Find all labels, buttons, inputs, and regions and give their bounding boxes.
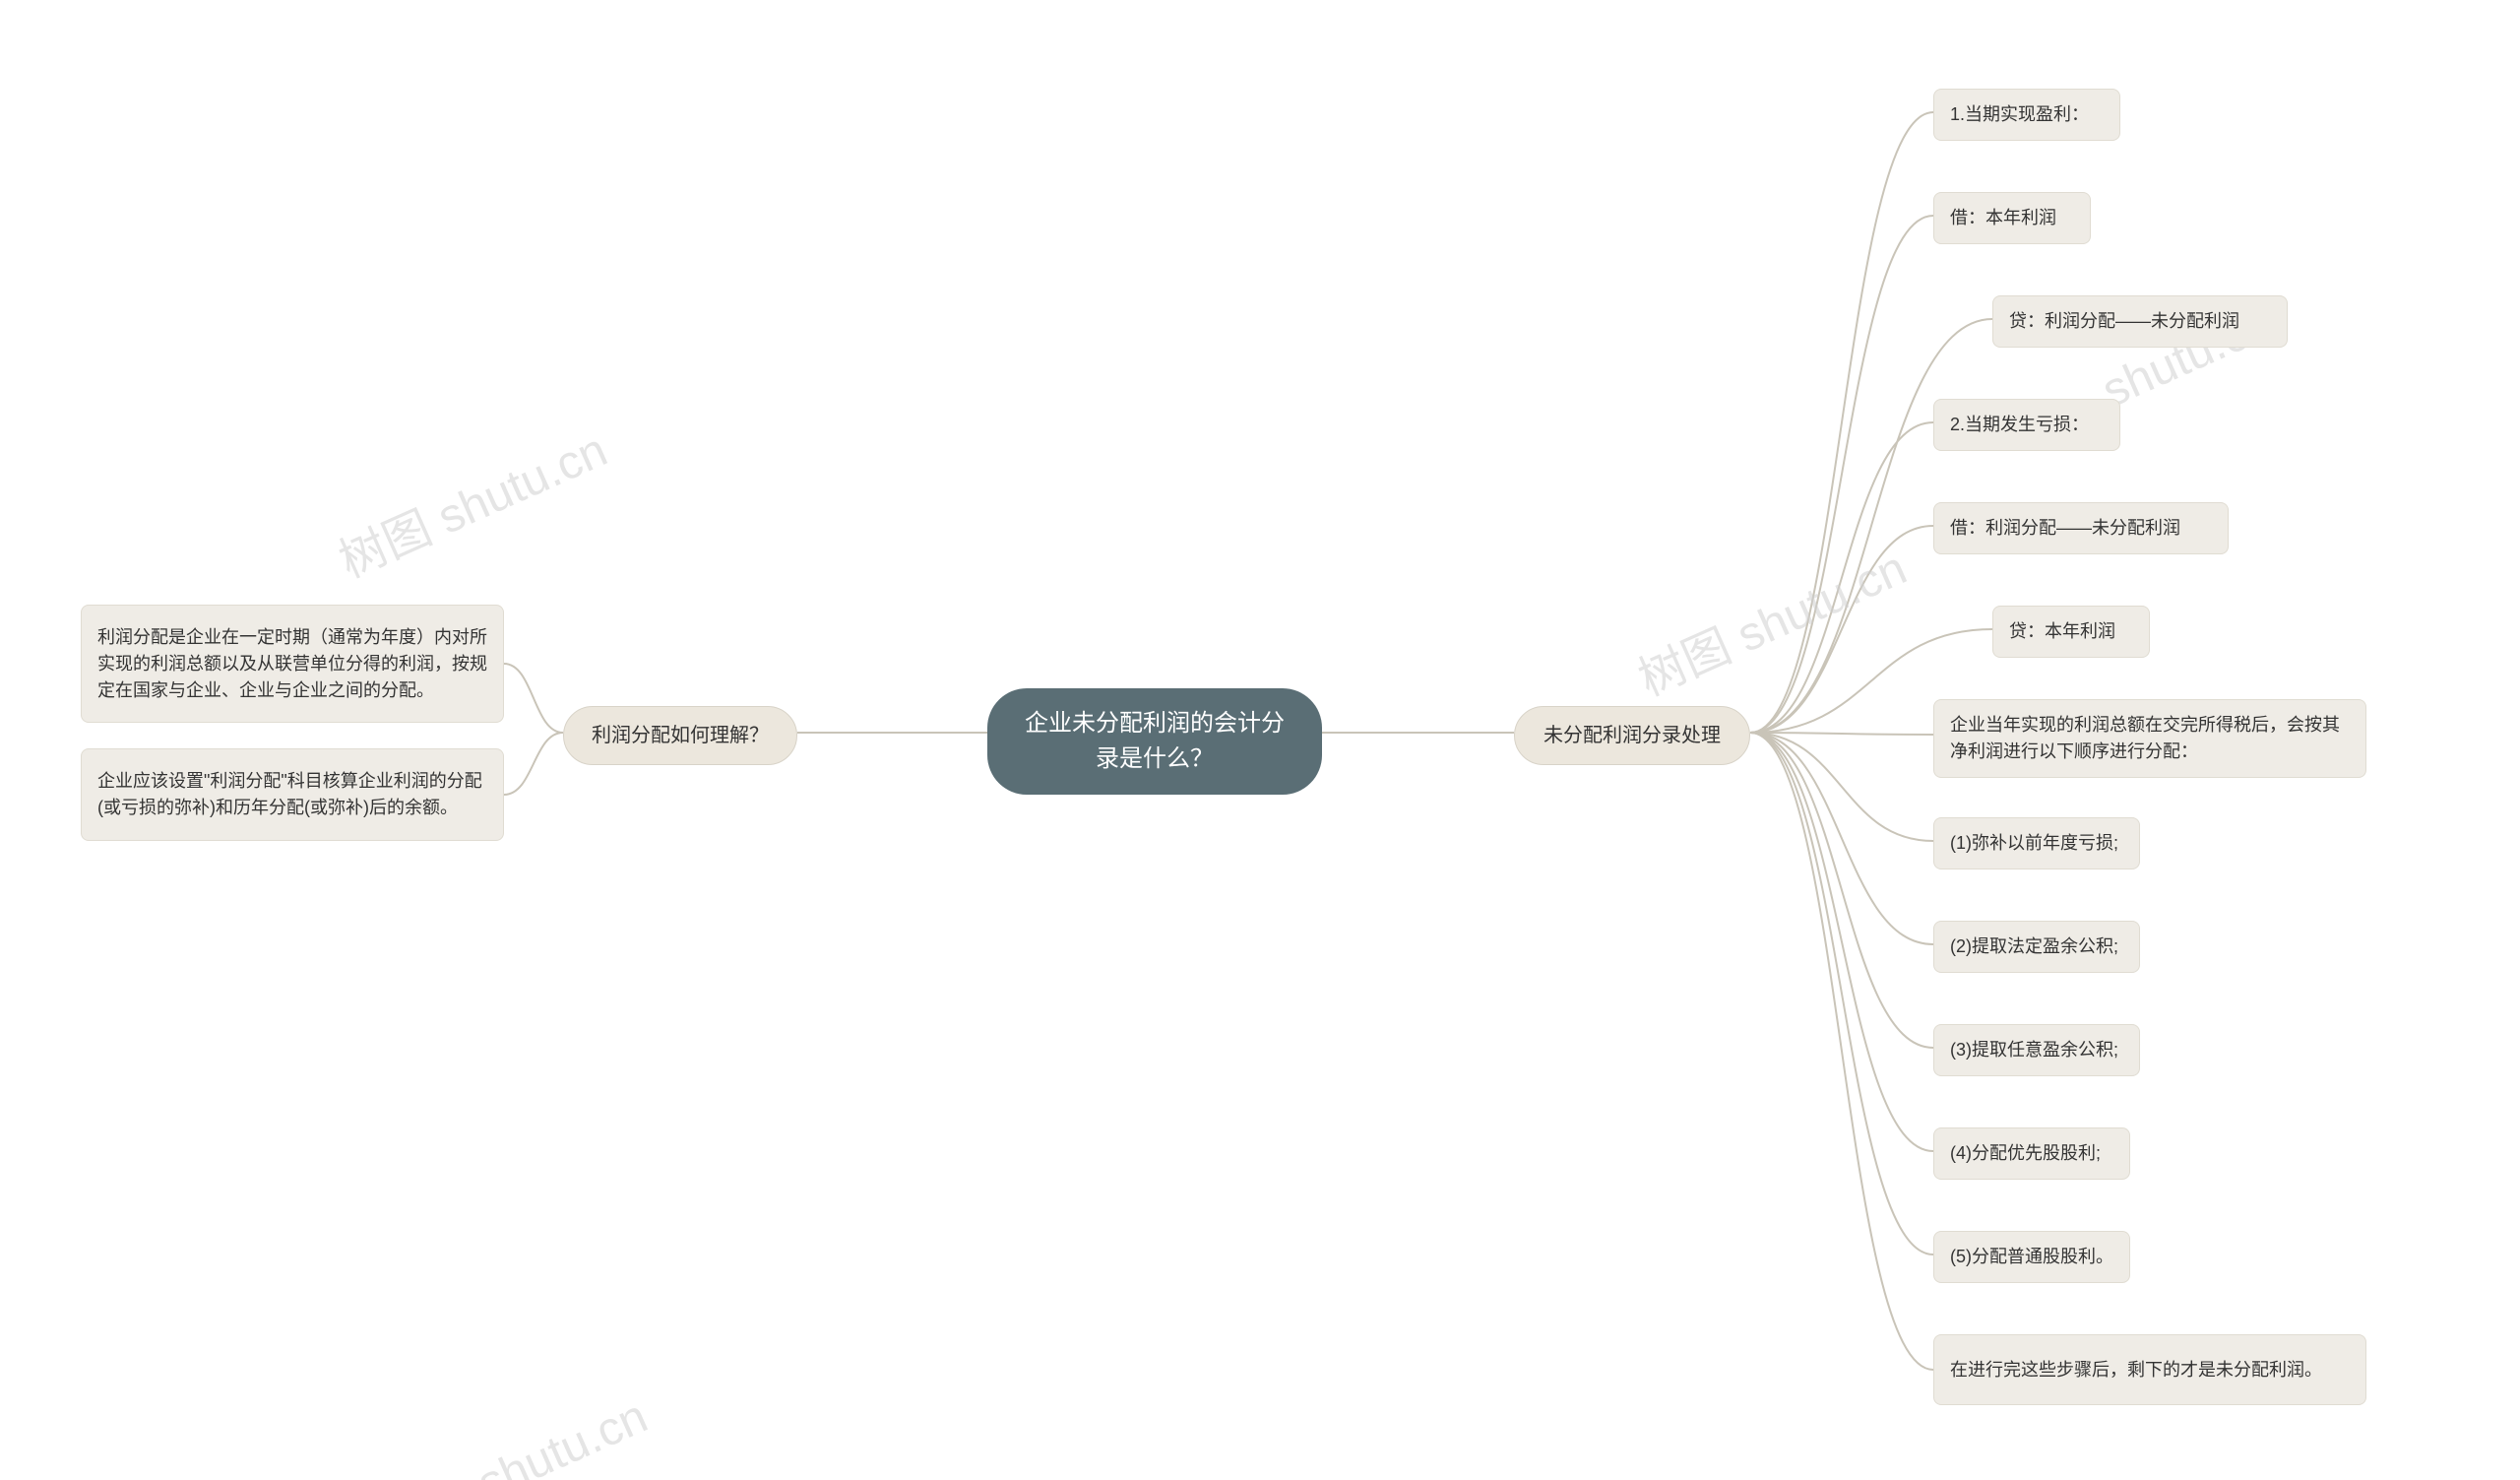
watermark-1: 树图 shutu.cn	[1626, 530, 1916, 709]
leaf-right-5: 贷：本年利润	[1992, 606, 2150, 658]
leaf-right-7: (1)弥补以前年度亏损;	[1933, 817, 2140, 869]
leaf-right-3: 2.当期发生亏损：	[1933, 399, 2120, 451]
leaf-right-6: 企业当年实现的利润总额在交完所得税后，会按其净利润进行以下顺序进行分配：	[1933, 699, 2366, 778]
leaf-right-11: (5)分配普通股股利。	[1933, 1231, 2130, 1283]
leaf-right-9: (3)提取任意盈余公积;	[1933, 1024, 2140, 1076]
leaf-left-1: 企业应该设置"利润分配"科目核算企业利润的分配(或亏损的弥补)和历年分配(或弥补…	[81, 748, 504, 841]
leaf-right-8: (2)提取法定盈余公积;	[1933, 921, 2140, 973]
mindmap-root: 企业未分配利润的会计分录是什么？	[987, 688, 1322, 795]
leaf-left-0: 利润分配是企业在一定时期（通常为年度）内对所实现的利润总额以及从联营单位分得的利…	[81, 605, 504, 723]
leaf-right-10: (4)分配优先股股利;	[1933, 1127, 2130, 1180]
watermark-2: shutu.cn	[471, 1389, 656, 1480]
watermark-0: 树图 shutu.cn	[327, 412, 616, 591]
leaf-right-0: 1.当期实现盈利：	[1933, 89, 2120, 141]
leaf-right-12: 在进行完这些步骤后，剩下的才是未分配利润。	[1933, 1334, 2366, 1405]
branch-left: 利润分配如何理解？	[563, 706, 797, 765]
leaf-right-4: 借：利润分配——未分配利润	[1933, 502, 2229, 554]
branch-right: 未分配利润分录处理	[1514, 706, 1750, 765]
leaf-right-1: 借：本年利润	[1933, 192, 2091, 244]
leaf-right-2: 贷：利润分配——未分配利润	[1992, 295, 2288, 348]
